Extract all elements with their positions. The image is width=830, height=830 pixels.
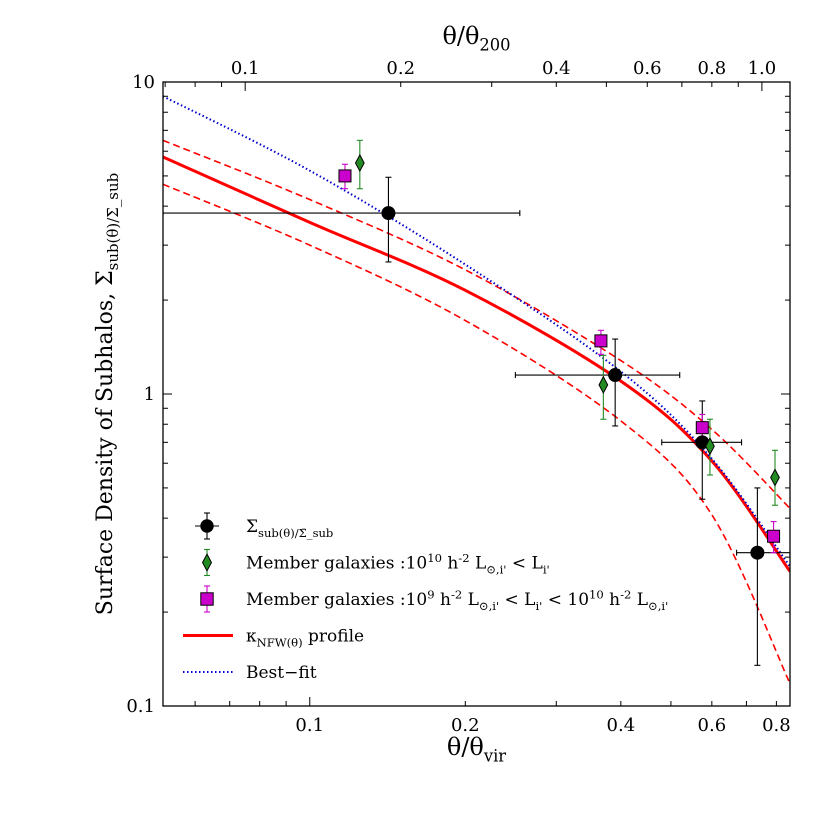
legend-marker-diamond <box>201 553 213 572</box>
x2-tick-label: 0.1 <box>231 58 260 79</box>
curves-layer <box>163 95 790 684</box>
legend: Σsub(θ)/Σ̄_sub​ Member galaxies :1010 h-2… <box>183 512 668 683</box>
y-tick-label: 0.1 <box>126 696 155 717</box>
legend-marker-square <box>200 592 214 606</box>
x2-axis-label: θ/θ200​ <box>442 22 510 55</box>
legend-label: Best−fit <box>246 663 317 683</box>
x2-tick-label: 0.8 <box>698 58 727 79</box>
legend-entry-4: Best−fit <box>183 663 317 683</box>
legend-label: κNFW(θ) profile <box>246 627 364 650</box>
curve-dashed-1 <box>163 139 790 509</box>
curve-solid-0 <box>163 155 790 573</box>
curve-dotted-3 <box>163 95 790 568</box>
markers-layer <box>338 153 781 560</box>
y-tick-label: 1 <box>144 384 155 405</box>
x-tick-label: 0.6 <box>698 715 727 736</box>
legend-entry-1: Member galaxies :1010 h-2 L⊙,i' < Li'​ <box>201 548 550 576</box>
marker-diamond-2 <box>705 437 715 456</box>
x2-tick-label: 0.4 <box>542 58 571 79</box>
legend-entry-0: Σsub(θ)/Σ̄_sub​ <box>195 512 333 540</box>
legend-marker-circle <box>200 519 214 533</box>
legend-entry-2: Member galaxies :109 h-2 L⊙,i' < Li' < 1… <box>200 585 668 613</box>
x-tick-label: 0.2 <box>451 715 480 736</box>
legend-label: Member galaxies :109 h-2 L⊙,i' < Li' < 1… <box>246 588 668 613</box>
marker-square-3 <box>767 529 781 543</box>
legend-label: Member galaxies :1010 h-2 L⊙,i' < Li'​ <box>246 551 550 576</box>
x2-tick-label: 1.0 <box>748 58 777 79</box>
x-axis-label: θ/θvir​ <box>447 733 506 766</box>
marker-square-0 <box>338 169 352 183</box>
errorbars-layer <box>163 139 790 666</box>
x-tick-label: 0.4 <box>607 715 636 736</box>
legend-entry-3: κNFW(θ) profile <box>183 627 364 650</box>
marker-circle-0 <box>381 206 396 221</box>
x-tick-label: 0.8 <box>762 715 791 736</box>
ticks-layer <box>163 81 790 707</box>
plot-frame <box>162 81 791 707</box>
y-tick-label: 10 <box>132 72 155 93</box>
marker-square-1 <box>594 334 608 348</box>
marker-circle-1 <box>608 368 623 383</box>
x-tick-label: 0.1 <box>295 715 324 736</box>
marker-diamond-1 <box>598 375 609 394</box>
marker-diamond-3 <box>770 468 780 487</box>
x2-tick-label: 0.2 <box>386 58 415 79</box>
curve-dashed-2 <box>163 183 790 684</box>
marker-square-2 <box>695 421 709 435</box>
marker-diamond-0 <box>354 153 365 173</box>
legend-label: Σsub(θ)/Σ̄_sub​ <box>246 517 333 540</box>
x2-tick-label: 0.6 <box>633 58 662 79</box>
y-axis-label: Surface Density of Subhalos, Σsub(θ)/Σ̄_… <box>93 173 122 615</box>
labels-layer: 0.1 0.2 0.4 0.6 0.8 0.1 0.2 0.4 0.6 0.8 1.0 0.1 1 10 θ… <box>93 22 791 766</box>
marker-circle-3 <box>750 545 765 560</box>
